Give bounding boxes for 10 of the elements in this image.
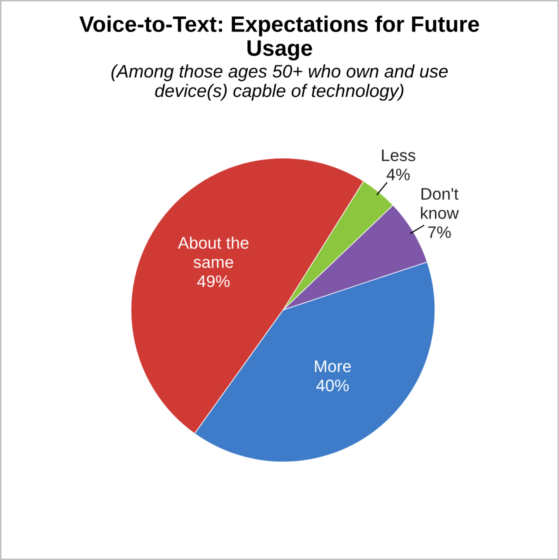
data-label: 7%	[428, 226, 451, 238]
data-label: 49%	[197, 275, 230, 288]
slice-label: About the same	[178, 236, 248, 268]
chart-subtitle: (Among those ages 50+ who own and use device(s) capble of technology)	[111, 64, 448, 101]
slice-label: Less	[382, 150, 416, 162]
slice-label: More	[314, 360, 351, 372]
data-label: 40%	[316, 380, 349, 392]
chart-title: Voice-to-Text: Expectations for Future Usage	[79, 16, 479, 60]
data-label: 4%	[386, 168, 410, 180]
slice-label: Don't know	[421, 188, 459, 219]
